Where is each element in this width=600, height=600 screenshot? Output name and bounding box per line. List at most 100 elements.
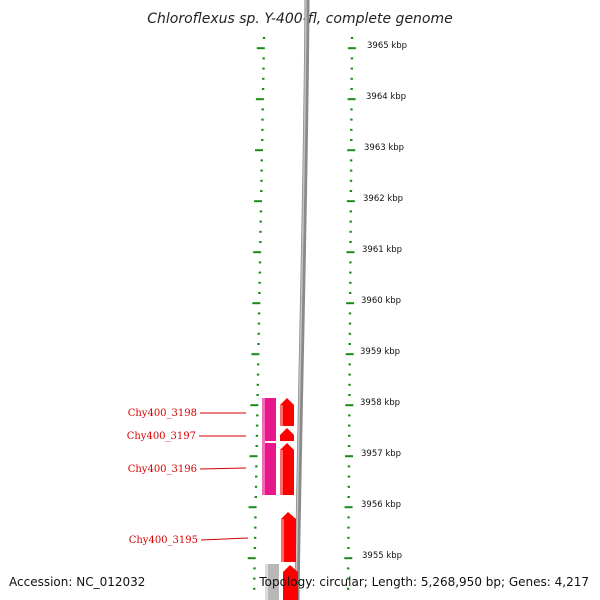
minor-tick [259,230,262,233]
gene-label[interactable]: Chy400_3198 [128,408,197,419]
minor-tick [253,567,256,570]
gene-label[interactable]: Chy400_3197 [127,431,196,442]
minor-tick [347,516,350,519]
gene-arrow-track [280,398,298,600]
kbp-label: 3962 kbp [363,194,403,204]
right-tick-ruler [344,37,356,590]
major-tick [256,47,265,50]
minor-tick [259,220,262,223]
minor-tick [254,516,257,519]
gene-arrow-highlight [281,519,284,562]
major-tick [345,404,354,407]
minor-tick [253,536,257,539]
gene-arrow-chy400-3196[interactable] [280,443,294,495]
gene-block[interactable] [262,398,276,441]
major-tick [251,353,260,356]
minor-tick [347,445,351,447]
gene-block-highlight [262,398,265,495]
minor-tick [349,241,352,243]
minor-tick [253,577,256,580]
gene-labels: Chy400_3198 Chy400_3197 Chy400_3196 Chy4… [127,408,198,546]
minor-tick [257,363,260,366]
minor-tick [347,485,350,488]
minor-tick [258,261,262,264]
minor-tick [260,179,263,182]
minor-tick [254,496,257,498]
minor-tick [261,139,264,141]
gene-leader-lines [199,412,249,541]
minor-tick [258,292,261,294]
minor-tick [260,159,263,162]
gene-label[interactable]: Chy400_3195 [129,535,198,546]
minor-tick [350,57,354,60]
other-gene-block[interactable] [265,564,279,600]
kbp-label: 3959 kbp [360,347,400,357]
minor-tick [253,587,256,590]
minor-tick [254,526,257,529]
minor-tick [349,271,352,274]
minor-tick [261,128,264,131]
minor-tick [253,547,257,549]
minor-tick [261,108,264,111]
gene-arrow-chy400-3198[interactable] [280,398,294,426]
minor-tick [258,281,261,284]
minor-tick [346,587,350,590]
minor-tick [255,445,258,447]
minor-tick [349,179,353,182]
minor-tick [262,67,265,70]
minor-tick [349,261,352,264]
minor-tick [348,332,352,335]
major-tick [346,251,355,254]
gene-arrow-partial[interactable] [283,565,298,600]
major-tick [346,302,355,305]
accession-text: Accession: NC_012032 [9,575,145,589]
minor-tick [347,536,350,539]
minor-tick [350,139,353,141]
minor-tick [261,118,264,121]
minor-tick [349,292,352,294]
minor-tick [348,394,351,396]
gene-arrow-highlight [280,450,283,495]
minor-tick [350,67,353,70]
minor-tick [255,465,258,468]
minor-tick [349,281,352,284]
minor-tick [257,343,260,345]
minor-tick [346,577,350,580]
gene-arrow-chy400-3197[interactable] [280,428,294,441]
major-tick [344,557,353,560]
minor-tick [348,424,351,427]
left-tick-ruler [247,37,266,590]
leader-line [200,537,249,541]
other-gene-track [265,564,279,600]
major-tick [345,353,354,356]
minor-tick [259,210,263,213]
minor-tick [347,465,351,468]
kbp-label: 3956 kbp [361,500,401,510]
gene-label[interactable]: Chy400_3196 [128,464,197,475]
kbp-label: 3957 kbp [361,449,401,459]
minor-tick [262,77,265,80]
minor-tick [348,343,351,345]
minor-tick [348,363,351,366]
minor-tick [349,159,353,162]
major-tick [347,149,356,152]
gene-arrow-chy400-3195[interactable] [281,512,296,562]
minor-tick [348,312,352,315]
kbp-label: 3955 kbp [362,551,402,561]
kbp-label: 3963 kbp [364,143,404,153]
minor-tick [255,434,259,437]
major-tick [347,47,356,50]
major-tick [249,455,258,458]
leader-line [199,467,247,470]
other-gene-highlight [265,564,268,600]
minor-tick [350,37,354,39]
major-tick [247,557,256,560]
gene-block[interactable] [262,443,276,495]
kbp-label: 3964 kbp [366,92,406,102]
minor-tick [347,547,350,549]
major-tick [347,98,356,101]
minor-tick [350,88,353,90]
major-tick [254,200,263,203]
minor-tick [262,57,265,60]
